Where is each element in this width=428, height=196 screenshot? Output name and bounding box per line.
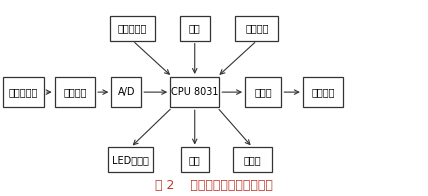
Bar	[235, 16, 278, 41]
Bar	[245, 77, 281, 107]
Text: 执行机构: 执行机构	[312, 87, 335, 97]
Bar	[233, 148, 272, 172]
Text: 键盘: 键盘	[189, 23, 201, 34]
Text: A/D: A/D	[118, 87, 135, 97]
Bar	[3, 77, 44, 107]
Text: 扩展口: 扩展口	[254, 87, 272, 97]
Text: 步进电机: 步进电机	[245, 23, 268, 34]
Bar	[181, 148, 208, 172]
Text: 称重传感器: 称重传感器	[9, 87, 38, 97]
Text: 图 2    称重控制系统工作原理图: 图 2 称重控制系统工作原理图	[155, 179, 273, 192]
Bar	[108, 148, 153, 172]
Bar	[111, 77, 141, 107]
Bar	[303, 77, 343, 107]
Text: 位置检测器: 位置检测器	[118, 23, 147, 34]
Bar	[110, 16, 155, 41]
Bar	[55, 77, 95, 107]
Text: 放大滤波: 放大滤波	[63, 87, 86, 97]
Text: CPU 8031: CPU 8031	[171, 87, 218, 97]
Text: 打印: 打印	[189, 155, 201, 165]
Bar	[170, 77, 220, 107]
Text: LED显示器: LED显示器	[112, 155, 149, 165]
Text: 存储器: 存储器	[244, 155, 262, 165]
Bar	[180, 16, 210, 41]
